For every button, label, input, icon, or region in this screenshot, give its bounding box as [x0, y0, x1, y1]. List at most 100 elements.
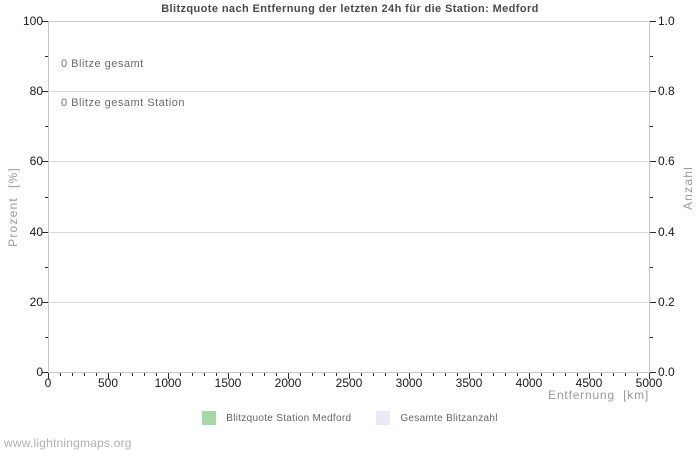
y-right-tick-label: 0.6 — [658, 154, 675, 168]
y-right-tick-mark — [650, 161, 656, 162]
y-left-tick-mark — [45, 126, 48, 127]
y-left-tick-mark — [42, 161, 48, 162]
y-left-tick-mark — [45, 197, 48, 198]
gridline-horizontal — [49, 91, 649, 92]
y-right-tick-label: 1.0 — [658, 14, 675, 28]
plot-annotations: 0 Blitze gesamt 0 Blitze gesamt Station — [61, 32, 185, 136]
y-right-tick-mark — [650, 337, 653, 338]
x-tick-mark — [649, 373, 650, 379]
chart-legend: Blitzquote Station Medford Gesamte Blitza… — [0, 411, 700, 425]
y-left-tick-label: 80 — [29, 84, 43, 98]
annotation-blitze-gesamt-station: 0 Blitze gesamt Station — [61, 97, 186, 109]
x-axis-title: Entfernung [km] — [548, 388, 649, 402]
y-left-tick-mark — [45, 56, 48, 57]
x-tick-mark — [517, 373, 518, 376]
y-right-tick-label: 0.2 — [658, 295, 675, 309]
x-tick-mark — [48, 373, 49, 379]
x-tick-mark — [120, 373, 121, 376]
x-tick-mark — [541, 373, 542, 376]
x-tick-mark — [168, 373, 169, 379]
y-right-tick-mark — [650, 91, 656, 92]
legend-swatch — [202, 411, 217, 425]
x-tick-mark — [613, 373, 614, 376]
y-left-tick-mark — [42, 232, 48, 233]
y-left-tick-label: 0 — [36, 365, 43, 379]
y-right-tick-mark — [650, 56, 653, 57]
y-left-tick-label: 100 — [22, 14, 43, 28]
x-tick-mark — [481, 373, 482, 376]
x-tick-mark — [397, 373, 398, 376]
chart-title: Blitzquote nach Entfernung der letzten 2… — [161, 3, 539, 15]
x-tick-mark — [264, 373, 265, 376]
y-axis-right-title: Anzahl — [681, 166, 695, 210]
watermark-link: www.lightningmaps.org — [4, 436, 132, 450]
x-tick-mark — [637, 373, 638, 376]
y-left-tick-mark — [42, 21, 48, 22]
x-tick-mark — [361, 373, 362, 376]
y-left-tick-mark — [42, 91, 48, 92]
x-tick-mark — [336, 373, 337, 376]
x-tick-mark — [228, 373, 229, 379]
y-right-tick-label: 0.4 — [658, 225, 675, 239]
x-tick-mark — [529, 373, 530, 379]
legend-item: Gesamte Blitzanzahl — [376, 411, 497, 425]
x-tick-label: 3000 — [395, 376, 423, 390]
y-left-tick-label: 20 — [29, 295, 43, 309]
y-left-tick-mark — [45, 337, 48, 338]
x-tick-mark — [216, 373, 217, 376]
y-right-tick-label: 0.0 — [658, 365, 675, 379]
x-tick-label: 1500 — [214, 376, 242, 390]
x-tick-mark — [312, 373, 313, 376]
x-tick-mark — [385, 373, 386, 376]
y-right-tick-label: 0.8 — [658, 84, 675, 98]
x-tick-mark — [553, 373, 554, 376]
x-tick-mark — [132, 373, 133, 376]
y-right-tick-mark — [650, 197, 653, 198]
x-tick-mark — [505, 373, 506, 376]
x-tick-mark — [625, 373, 626, 376]
x-tick-mark — [204, 373, 205, 376]
x-tick-mark — [288, 373, 289, 379]
x-tick-mark — [433, 373, 434, 376]
x-tick-label: 0 — [44, 376, 52, 390]
x-tick-mark — [60, 373, 61, 376]
x-tick-mark — [72, 373, 73, 376]
x-tick-mark — [192, 373, 193, 376]
x-tick-mark — [156, 373, 157, 376]
x-tick-mark — [421, 373, 422, 376]
x-tick-mark — [108, 373, 109, 379]
x-tick-mark — [373, 373, 374, 376]
x-tick-mark — [240, 373, 241, 376]
x-tick-mark — [445, 373, 446, 376]
y-left-tick-mark — [45, 267, 48, 268]
y-left-tick-label: 40 — [29, 225, 43, 239]
legend-item: Blitzquote Station Medford — [202, 411, 351, 425]
x-tick-mark — [324, 373, 325, 376]
x-tick-label: 2500 — [335, 376, 363, 390]
x-tick-label: 2000 — [274, 376, 302, 390]
x-tick-mark — [96, 373, 97, 376]
y-right-tick-mark — [650, 302, 656, 303]
x-tick-mark — [180, 373, 181, 376]
legend-label: Blitzquote Station Medford — [226, 412, 352, 424]
x-tick-label: 500 — [97, 376, 119, 390]
x-tick-mark — [252, 373, 253, 376]
x-tick-mark — [577, 373, 578, 376]
annotation-blitze-gesamt: 0 Blitze gesamt — [61, 58, 144, 70]
x-tick-mark — [276, 373, 277, 376]
y-right-tick-mark — [650, 267, 653, 268]
x-tick-label: 1000 — [154, 376, 182, 390]
y-right-tick-mark — [650, 372, 656, 373]
y-right-tick-mark — [650, 232, 656, 233]
gridline-horizontal — [49, 161, 649, 162]
x-tick-mark — [457, 373, 458, 376]
y-left-tick-label: 60 — [29, 154, 43, 168]
y-left-tick-mark — [42, 302, 48, 303]
gridline-horizontal — [49, 232, 649, 233]
plot-area: 0 Blitze gesamt 0 Blitze gesamt Station — [48, 21, 650, 373]
x-tick-mark — [409, 373, 410, 379]
x-tick-mark — [84, 373, 85, 376]
y-right-tick-mark — [650, 126, 653, 127]
x-tick-label: 4000 — [515, 376, 543, 390]
